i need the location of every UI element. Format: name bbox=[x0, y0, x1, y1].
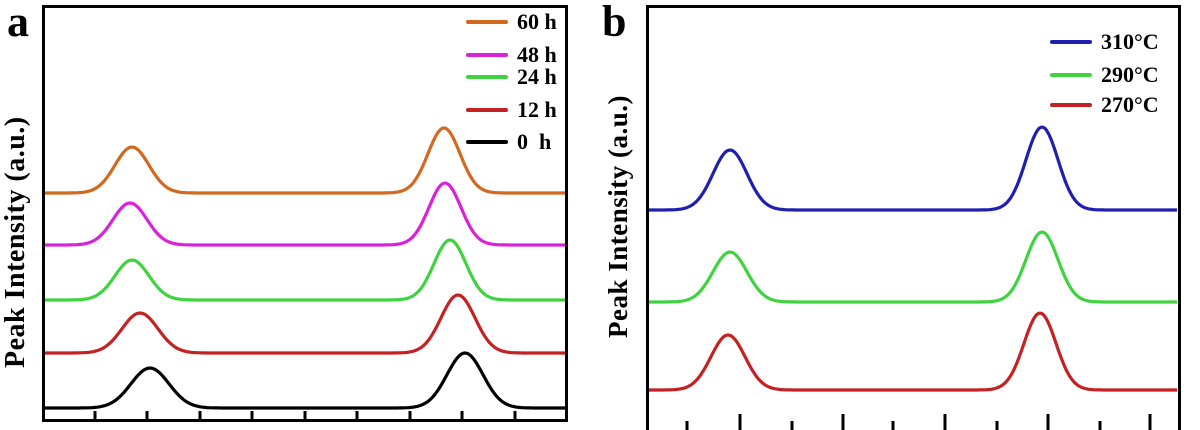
legend-line-0h bbox=[466, 140, 508, 144]
legend-label: 48 h bbox=[517, 42, 557, 67]
legend-label: 290°C bbox=[1101, 62, 1159, 87]
legend-item: 12 h bbox=[466, 99, 557, 121]
panel-b-plot-box: 310°C 290°C 270°C bbox=[646, 5, 1181, 430]
legend-line-290c bbox=[1050, 73, 1092, 77]
legend-line-24h bbox=[466, 75, 508, 79]
legend-label: 0 h bbox=[517, 129, 552, 154]
legend-item: 310°C bbox=[1050, 31, 1159, 53]
legend-line-48h bbox=[466, 53, 508, 57]
legend-label: 60 h bbox=[517, 9, 557, 34]
legend-item: 60 h bbox=[466, 11, 557, 33]
panel-a-plot-box: 60 h 48 h 24 h 12 h 0 h bbox=[42, 5, 568, 422]
legend-item: 290°C bbox=[1050, 64, 1159, 86]
legend-item: 270°C bbox=[1050, 94, 1159, 116]
panel-b-curves bbox=[649, 125, 1177, 430]
legend-item: 24 h bbox=[466, 66, 557, 88]
legend-line-270c bbox=[1050, 103, 1092, 107]
panel-b-label: b bbox=[602, 0, 627, 46]
panel-a-label: a bbox=[7, 0, 29, 46]
legend-line-12h bbox=[466, 108, 508, 112]
legend-line-60h bbox=[466, 20, 508, 24]
legend-label: 12 h bbox=[517, 97, 557, 122]
panel-b-y-axis-label: Peak Intensity (a.u.) bbox=[603, 95, 633, 339]
legend-label: 310°C bbox=[1101, 29, 1159, 54]
legend-label: 24 h bbox=[517, 64, 557, 89]
legend-label: 270°C bbox=[1101, 92, 1159, 117]
legend-item: 0 h bbox=[466, 131, 551, 153]
panel-a-curves bbox=[45, 126, 565, 419]
legend-item: 48 h bbox=[466, 44, 557, 66]
legend-line-310c bbox=[1050, 40, 1092, 44]
panel-a-y-axis-label: Peak Intensity (a.u.) bbox=[0, 116, 31, 368]
